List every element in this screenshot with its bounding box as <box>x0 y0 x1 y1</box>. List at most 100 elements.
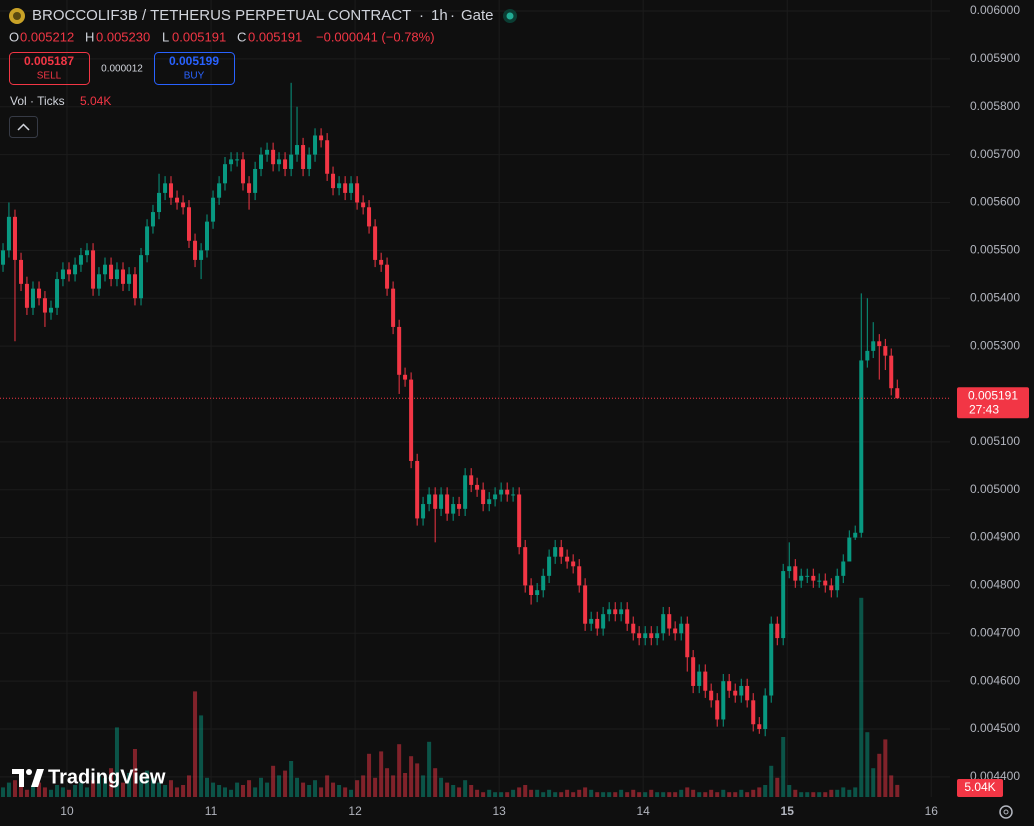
x-tick-label: 10 <box>60 804 74 818</box>
volume-bar <box>649 789 654 797</box>
candle-body <box>175 197 180 203</box>
volume-bar <box>373 777 378 797</box>
candle-body <box>157 192 162 213</box>
watermark-text: TradingView <box>48 766 166 788</box>
volume-bar <box>709 789 714 797</box>
legend-value: 0.005230 <box>96 29 150 44</box>
volume-bar <box>859 597 864 797</box>
volume-bar <box>523 785 528 797</box>
candle-body <box>433 494 438 509</box>
candle-body <box>487 499 492 505</box>
candle-body <box>259 154 264 169</box>
volume-bar <box>91 780 96 797</box>
volume-bar <box>535 789 540 797</box>
volume-bar <box>751 789 756 797</box>
volume-bar <box>511 789 516 797</box>
candle-body <box>685 623 690 658</box>
y-tick-label: 0.005400 <box>970 290 1020 304</box>
volume-bar <box>889 775 894 797</box>
watermark-logo <box>26 769 32 775</box>
volume-bar <box>451 785 456 797</box>
volume-bar <box>265 782 270 797</box>
volume-bar <box>733 792 738 797</box>
candle-body <box>103 264 108 275</box>
candle-body <box>709 690 714 701</box>
legend-value: 0.005191 <box>172 29 226 44</box>
volume-bar <box>799 792 804 797</box>
interval: 1h <box>431 7 448 24</box>
volume-bar <box>619 789 624 797</box>
volume-bar <box>121 782 126 797</box>
volume-bar <box>805 792 810 797</box>
candle-body <box>769 623 774 696</box>
candle-body <box>805 575 810 577</box>
candle-body <box>48 307 53 313</box>
volume-bar <box>78 782 83 797</box>
candle-body <box>109 264 114 280</box>
candle-body <box>559 547 564 557</box>
candle-body <box>733 690 738 696</box>
candle-body <box>181 202 186 208</box>
candle-body <box>391 288 396 327</box>
volume-bar <box>139 775 144 797</box>
volume-bar <box>853 787 858 797</box>
candle-body <box>763 695 768 730</box>
volume-bar <box>271 765 276 797</box>
volume-bar <box>673 792 678 797</box>
x-tick-label: 12 <box>348 804 362 818</box>
candle-body <box>829 585 834 591</box>
x-tick-label: 16 <box>925 804 939 818</box>
candle-body <box>499 489 504 495</box>
volume-bar <box>427 741 432 797</box>
volume-bar <box>283 770 288 797</box>
candle-body <box>715 700 720 720</box>
candle-body <box>547 556 552 576</box>
buy-button[interactable] <box>154 52 235 85</box>
volume-bar <box>55 785 60 797</box>
candle-body <box>37 288 42 299</box>
volume-bar <box>6 782 11 797</box>
volume-tag <box>957 779 1003 797</box>
candle-body <box>589 618 594 624</box>
volume-bar <box>625 792 630 797</box>
volume-bar <box>361 775 366 797</box>
volume-bar <box>289 761 294 797</box>
settings-icon[interactable] <box>999 805 1013 819</box>
volume-bar <box>331 782 336 797</box>
volume-bar <box>157 782 162 797</box>
volume-bar <box>469 785 474 797</box>
volume-bar <box>343 787 348 797</box>
volume-bar <box>85 787 90 797</box>
collapse-button[interactable] <box>9 116 38 138</box>
candle-body <box>96 274 101 289</box>
candle-body <box>535 590 540 595</box>
candle-body <box>217 183 222 198</box>
candle-body <box>469 475 474 485</box>
candle-body <box>313 135 318 155</box>
volume-bar <box>37 782 42 797</box>
y-tick-label: 0.005900 <box>970 51 1020 65</box>
candle-body <box>168 183 173 198</box>
candle-body <box>150 212 155 227</box>
volume-bar <box>835 789 840 797</box>
candle-body <box>379 259 384 265</box>
volume-bar <box>475 789 480 797</box>
sell-button[interactable] <box>9 52 90 85</box>
candle-body <box>445 494 450 514</box>
candle-body <box>66 269 71 275</box>
separator: · <box>419 7 424 24</box>
candle-body <box>265 149 270 155</box>
volume-bar <box>1 787 6 797</box>
candle-body <box>877 341 882 347</box>
candle-body <box>847 537 852 562</box>
candle-body <box>24 283 29 308</box>
candle-body <box>145 226 150 256</box>
volume-bar <box>823 792 828 797</box>
candle-body <box>223 164 228 184</box>
volume-bar <box>12 780 17 797</box>
volume-bar <box>253 787 258 797</box>
y-tick-label: 0.004500 <box>970 721 1020 735</box>
candle-body <box>721 681 726 720</box>
volume-bar <box>505 792 510 797</box>
